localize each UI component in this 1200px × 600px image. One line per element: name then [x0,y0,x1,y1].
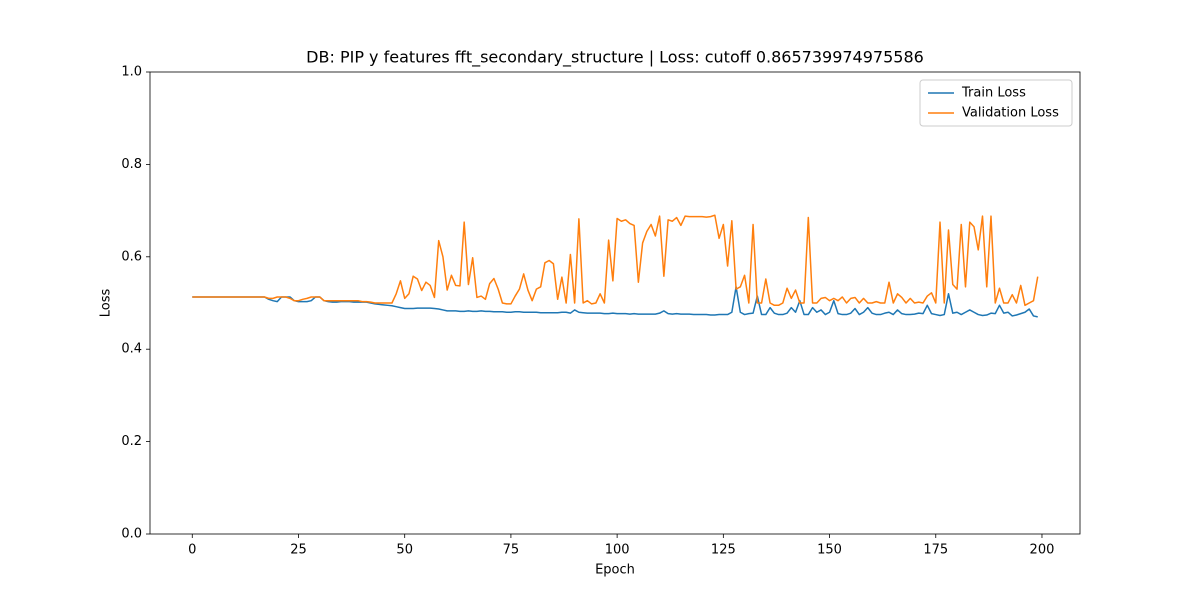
y-axis-label: Loss [99,289,114,318]
x-tick-label: 25 [290,543,307,558]
y-tick-label: 0.4 [121,342,142,357]
chart-title: DB: PIP y features fft_secondary_structu… [306,48,924,68]
x-tick-label: 125 [711,543,736,558]
y-tick-label: 0.2 [121,434,142,449]
legend-label: Train Loss [961,86,1026,101]
x-tick-label: 100 [605,543,630,558]
y-tick-label: 0.0 [121,527,142,542]
x-tick-label: 75 [503,543,520,558]
x-tick-label: 150 [817,543,842,558]
series-line [192,286,1038,318]
x-tick-label: 175 [923,543,948,558]
y-tick-label: 0.6 [121,249,142,264]
series-line [192,214,1039,307]
x-axis-label: Epoch [595,563,635,578]
legend-label: Validation Loss [962,106,1059,121]
x-tick-label: 0 [188,543,196,558]
axes-frame [149,71,1081,535]
y-tick-label: 1.0 [121,65,142,80]
x-tick-label: 50 [396,543,413,558]
x-tick-label: 200 [1030,543,1055,558]
legend-box [919,79,1073,127]
y-tick-label: 0.8 [121,157,142,172]
